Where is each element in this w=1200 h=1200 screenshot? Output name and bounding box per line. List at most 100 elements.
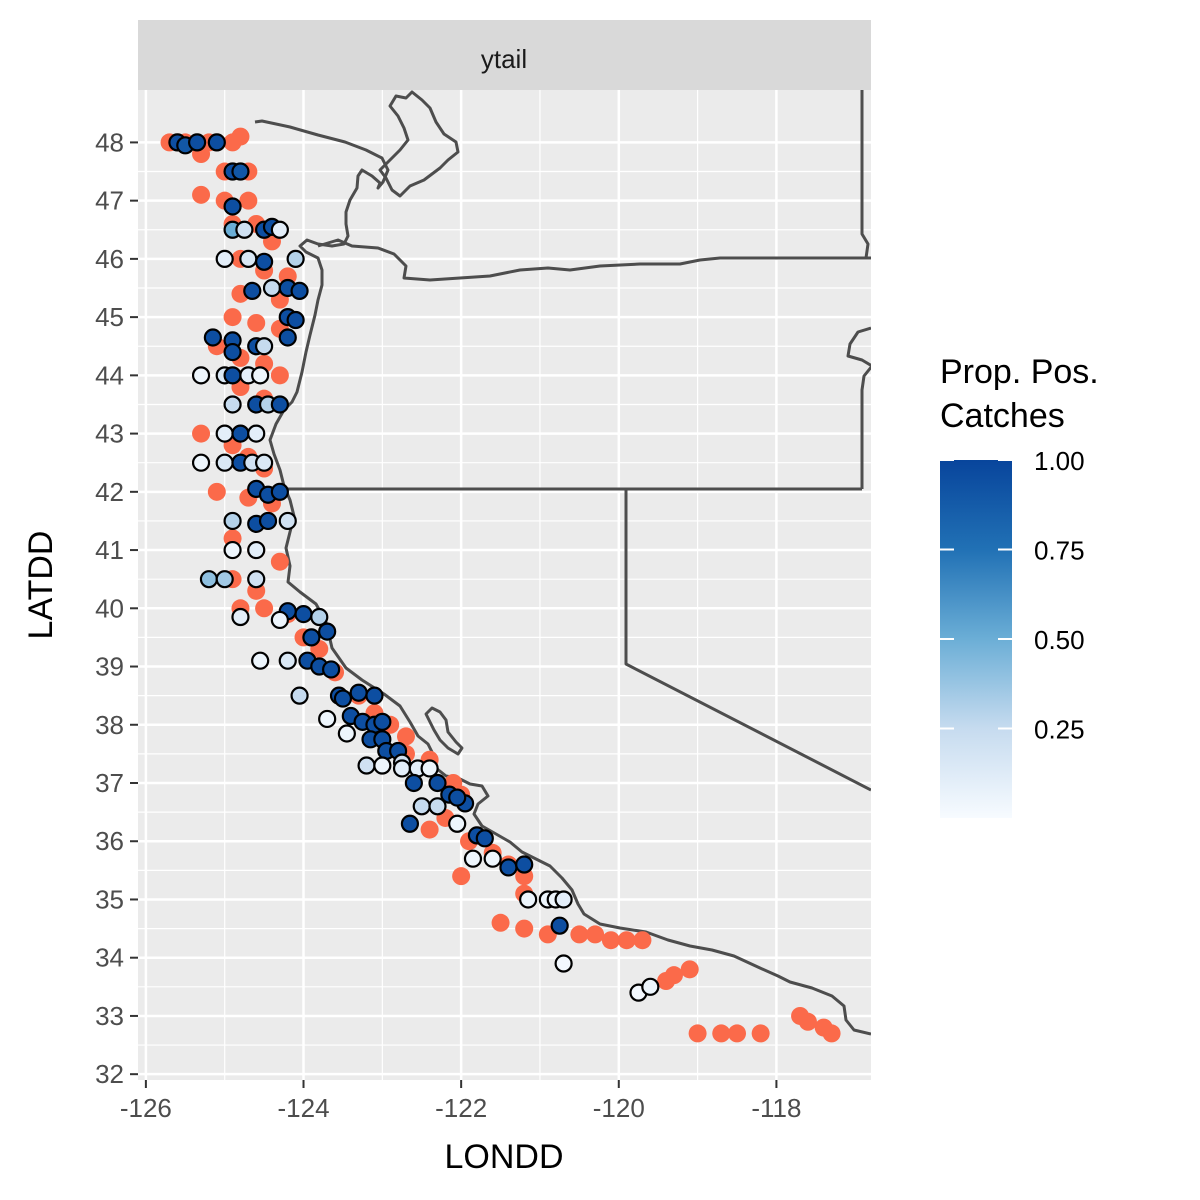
positive-catch-point bbox=[515, 855, 534, 874]
positive-catch-point bbox=[255, 337, 274, 356]
positive-catch-point bbox=[448, 788, 467, 807]
plot-panel bbox=[138, 90, 871, 1080]
y-tick-label: 47 bbox=[95, 186, 124, 216]
facet-strip bbox=[138, 20, 871, 90]
zero-catch-point bbox=[223, 308, 242, 327]
legend-tick-label: 1.00 bbox=[1034, 446, 1085, 476]
positive-catch-point bbox=[357, 756, 376, 775]
x-axis: -126 -124 -122 -120 -118 bbox=[120, 1080, 801, 1123]
positive-catch-point bbox=[294, 605, 313, 624]
zero-catch-point bbox=[617, 931, 636, 950]
legend-tick-label: 0.50 bbox=[1034, 625, 1085, 655]
positive-catch-point bbox=[290, 686, 309, 705]
positive-catch-point bbox=[199, 570, 219, 589]
positive-catch-point bbox=[373, 756, 392, 775]
positive-catch-point bbox=[215, 453, 234, 472]
zero-catch-point bbox=[515, 919, 534, 938]
positive-catch-point bbox=[231, 607, 250, 627]
positive-catch-point bbox=[499, 858, 518, 877]
y-tick-label: 39 bbox=[95, 652, 124, 682]
puget-sound-path bbox=[378, 90, 460, 198]
positive-catch-point bbox=[337, 724, 356, 743]
wa-or-border-path bbox=[317, 238, 871, 282]
x-tick-label: -126 bbox=[120, 1093, 172, 1123]
positive-catch-point bbox=[231, 162, 250, 181]
zero-catch-point bbox=[231, 127, 250, 146]
zero-catch-point bbox=[420, 820, 439, 839]
zero-catch-point bbox=[239, 191, 258, 210]
x-axis-title: LONDD bbox=[444, 1138, 563, 1176]
x-tick-label: -124 bbox=[277, 1093, 329, 1123]
zero-catch-point bbox=[452, 867, 471, 886]
positive-catch-point bbox=[270, 610, 289, 630]
positive-catch-point bbox=[191, 366, 211, 385]
positive-catch-point bbox=[463, 849, 483, 868]
legend-title-line1: Prop. Pos. bbox=[940, 353, 1099, 391]
coastline-path bbox=[254, 119, 871, 1036]
zero-catch-point bbox=[680, 960, 699, 979]
positive-catch-point bbox=[286, 249, 305, 268]
positive-catch-point bbox=[231, 424, 250, 443]
positive-catch-point bbox=[258, 511, 278, 531]
y-tick-label: 41 bbox=[95, 535, 124, 565]
zero-catch-point bbox=[586, 925, 605, 944]
y-axis: 32 33 34 35 36 37 38 39 40 41 42 43 44 45 46 47 48 bbox=[95, 127, 138, 1089]
positive-catch-point bbox=[223, 511, 242, 531]
positive-catch-point bbox=[290, 281, 309, 301]
positive-catch-point bbox=[215, 249, 234, 268]
positive-catch-point bbox=[191, 453, 211, 472]
positive-catch-point bbox=[223, 342, 242, 362]
y-tick-label: 32 bbox=[95, 1059, 124, 1089]
positive-catch-point bbox=[247, 540, 266, 560]
positive-catch-point bbox=[278, 651, 297, 670]
positive-catch-point bbox=[247, 570, 266, 589]
positive-catch-point bbox=[270, 482, 289, 501]
positive-catch-point bbox=[207, 133, 226, 152]
y-axis-title: LATDD bbox=[22, 531, 60, 640]
positive-catch-point bbox=[243, 281, 262, 301]
positive-catch-point bbox=[270, 395, 289, 414]
y-tick-label: 42 bbox=[95, 477, 124, 507]
ca-nv-border-path bbox=[624, 489, 871, 792]
positive-catch-point bbox=[255, 453, 274, 472]
positive-catch-point bbox=[251, 651, 270, 670]
positive-catch-point bbox=[310, 607, 329, 627]
positive-catch-point bbox=[519, 890, 538, 909]
y-tick-label: 44 bbox=[95, 360, 124, 390]
zero-catch-point bbox=[247, 313, 266, 332]
positive-catch-point bbox=[365, 686, 384, 705]
positive-catch-point bbox=[247, 424, 266, 443]
zero-catch-point bbox=[664, 966, 683, 985]
zero-catch-point bbox=[270, 552, 289, 571]
positive-catch-point bbox=[373, 712, 392, 731]
positive-catch-point bbox=[318, 622, 337, 641]
zero-catch-point bbox=[712, 1024, 731, 1043]
zero-catch-point bbox=[798, 1012, 817, 1031]
positive-catch-point bbox=[239, 249, 258, 268]
legend-title-line2: Catches bbox=[940, 397, 1065, 435]
facet-label: ytail bbox=[481, 44, 527, 74]
positive-catch-point bbox=[641, 977, 660, 996]
positive-catch-point bbox=[550, 916, 569, 935]
y-tick-label: 43 bbox=[95, 419, 124, 449]
zero-catch-point bbox=[601, 931, 620, 950]
positive-catch-point bbox=[223, 395, 242, 414]
positive-catch-point bbox=[333, 689, 353, 708]
positive-catch-point bbox=[223, 366, 242, 385]
map-outlines bbox=[254, 90, 871, 1036]
sf-bay-path bbox=[424, 706, 464, 756]
wa-id-border-path bbox=[860, 90, 870, 259]
legend-tick-label: 0.75 bbox=[1034, 536, 1085, 566]
zero-catch-point bbox=[822, 1024, 841, 1043]
legend-ticks: 1.00 0.75 0.50 0.25 bbox=[940, 446, 1085, 745]
positive-catch-point bbox=[554, 954, 573, 973]
positive-catch-point bbox=[223, 197, 242, 216]
positive-catch-point bbox=[215, 424, 234, 443]
positive-catch-point bbox=[255, 252, 274, 271]
y-tick-label: 36 bbox=[95, 826, 124, 856]
y-tick-label: 37 bbox=[95, 768, 124, 798]
positive-catch-point bbox=[483, 849, 502, 868]
positive-catch-point bbox=[428, 773, 447, 793]
y-tick-label: 48 bbox=[95, 127, 124, 157]
y-tick-label: 46 bbox=[95, 244, 124, 274]
